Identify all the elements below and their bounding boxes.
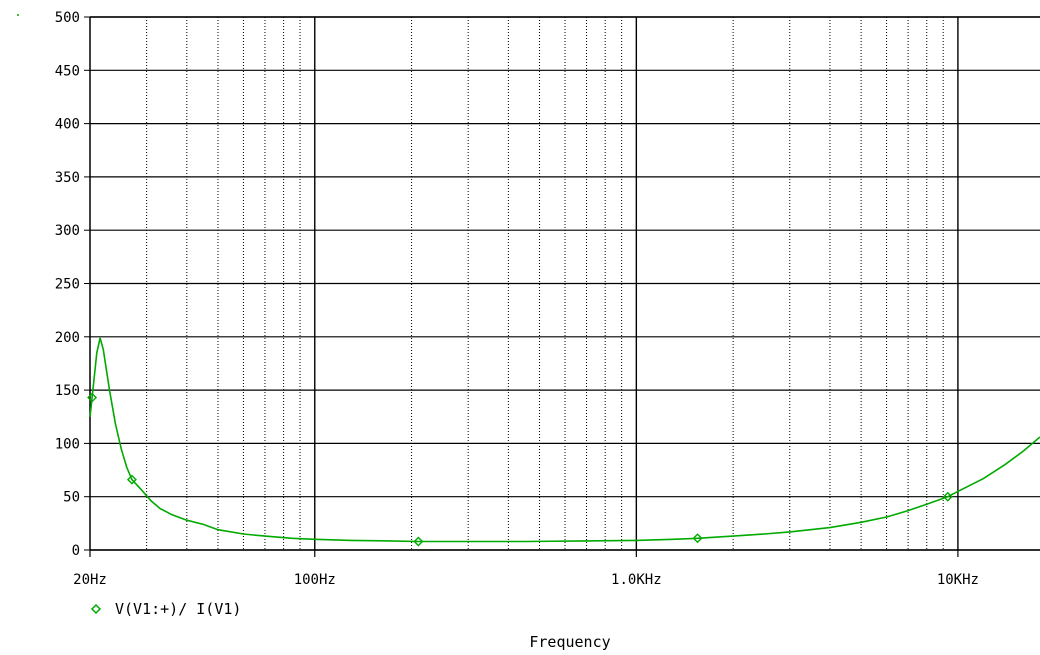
x-axis-title: Frequency xyxy=(529,633,610,651)
series-line xyxy=(89,337,1040,543)
legend: V(V1:+)/ I(V1) xyxy=(90,600,241,618)
y-tick-label: 50 xyxy=(63,490,80,506)
y-tick-label: 500 xyxy=(55,10,80,26)
series-marker xyxy=(87,392,98,403)
legend-diamond-marker xyxy=(90,603,102,615)
series-marker xyxy=(413,536,424,547)
legend-series-label: V(V1:+)/ I(V1) xyxy=(115,600,241,618)
y-tick-label: 350 xyxy=(55,170,80,186)
y-tick-label: 200 xyxy=(55,330,80,346)
corner-dot xyxy=(17,14,19,16)
series-marker xyxy=(126,474,137,485)
y-tick-labels: 0 50 100 150 200 250 300 350 400 450 500 xyxy=(55,10,80,559)
y-tick-label: 300 xyxy=(55,223,80,239)
plot-axes xyxy=(17,14,1040,557)
y-tick-label: 150 xyxy=(55,383,80,399)
y-tick-label: 450 xyxy=(55,63,80,79)
x-tick-label: 10KHz xyxy=(937,572,979,588)
y-tick-label: 0 xyxy=(72,543,80,559)
series-marker xyxy=(692,533,703,544)
series-layer xyxy=(87,337,1040,547)
x-tick-labels: 20Hz 100Hz 1.0KHz 10KHz xyxy=(73,572,979,588)
x-tick-label: 1.0KHz xyxy=(611,572,662,588)
y-tick-label: 250 xyxy=(55,277,80,293)
y-tick-label: 400 xyxy=(55,117,80,133)
y-tick-label: 100 xyxy=(55,436,80,452)
x-tick-label: 100Hz xyxy=(294,572,336,588)
x-tick-label: 20Hz xyxy=(73,572,107,588)
grid-lines xyxy=(90,16,1040,551)
series-marker xyxy=(942,491,953,502)
